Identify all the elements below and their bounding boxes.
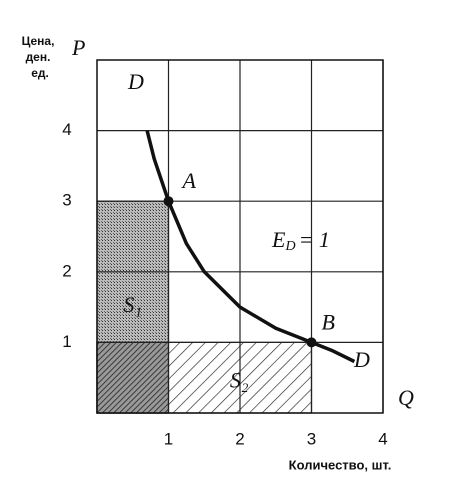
curve-label: D <box>127 69 144 94</box>
curve-label: D <box>353 347 370 372</box>
point <box>306 337 317 348</box>
x-tick-label: 4 <box>378 429 387 448</box>
x-axis-symbol: Q <box>398 385 414 410</box>
y-tick-label: 4 <box>62 120 71 139</box>
point-label: B <box>322 309 335 334</box>
x-label: Количество, шт. <box>289 457 392 472</box>
y-tick-label: 3 <box>62 191 71 210</box>
x-tick-label: 3 <box>307 429 316 448</box>
overlap-area <box>96 341 170 414</box>
x-tick-label: 1 <box>164 429 173 448</box>
y-tick-label: 1 <box>62 332 71 351</box>
area-label: S₂ <box>230 368 249 393</box>
point <box>163 196 174 207</box>
y-axis-symbol: P <box>71 35 85 60</box>
y-tick-label: 2 <box>62 261 71 280</box>
y-label: Цена, <box>22 34 55 48</box>
plot-frame <box>96 59 384 414</box>
elasticity-label: ED = 1 <box>271 227 330 254</box>
y-label: ед. <box>31 66 49 80</box>
point-label: A <box>181 168 197 193</box>
area-label: S₁ <box>123 292 142 317</box>
y-label: ден. <box>26 50 51 64</box>
x-tick-label: 2 <box>235 429 244 448</box>
demand-curve <box>145 130 356 364</box>
